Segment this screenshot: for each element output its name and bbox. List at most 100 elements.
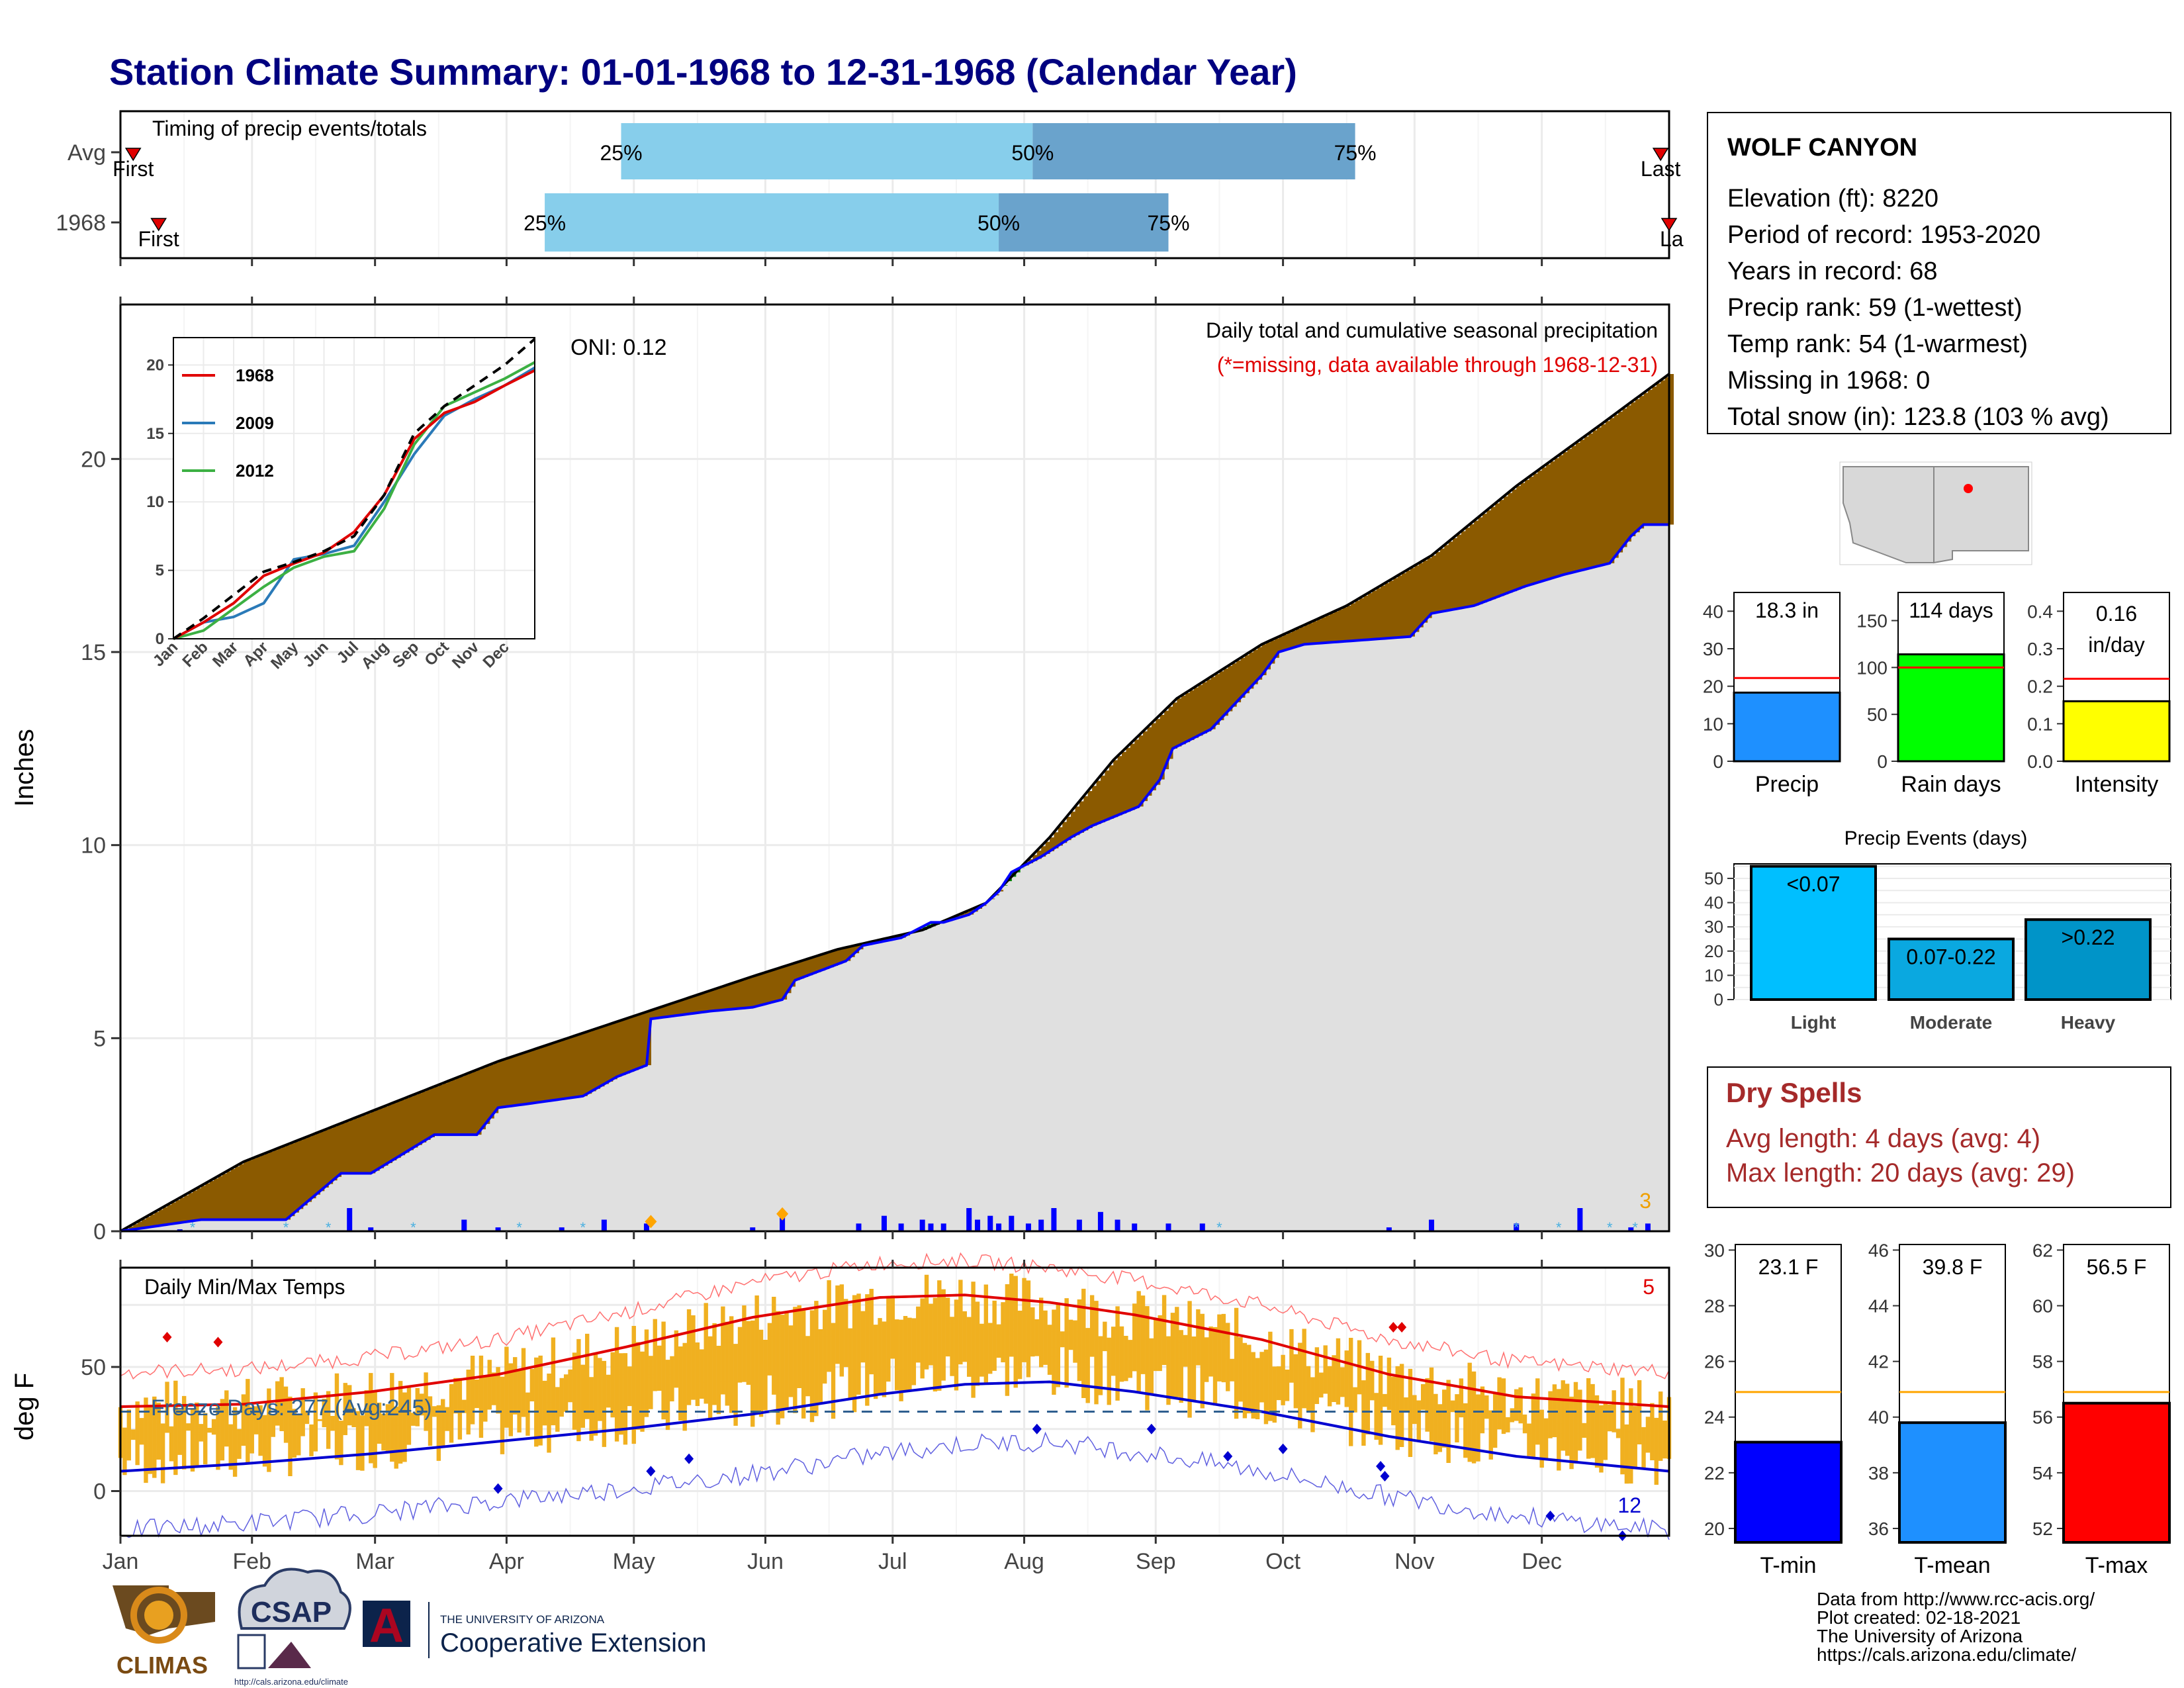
inset-legend-label: 2009: [236, 413, 274, 433]
daily-precip-bar: [1115, 1219, 1120, 1231]
station-box-border: [1707, 112, 2171, 434]
daily-precip-bar: [368, 1227, 374, 1231]
events-y-tick-label: 30: [1704, 917, 1723, 937]
month-label: Oct: [1265, 1549, 1300, 1574]
timing-bar-q50-q75: [999, 193, 1169, 252]
small-bar-y-tick-label: 0.1: [2027, 714, 2053, 734]
precip-y-label: Inches: [10, 729, 39, 807]
precip-y-tick-label: 15: [81, 640, 106, 665]
daily-precip-bar: [996, 1223, 1002, 1231]
events-bar: [2025, 918, 2152, 1001]
dry-spells-border: [1707, 1066, 2171, 1208]
snow-day-marker: *: [326, 1219, 332, 1236]
temp-bar-y-tick-label: 40: [1868, 1407, 1889, 1428]
timing-pct-label: 50%: [978, 211, 1020, 235]
inset-legend-label: 2012: [236, 461, 274, 481]
events-bar-label: >0.22: [2062, 925, 2115, 949]
snow-day-marker: *: [1216, 1219, 1222, 1236]
daily-precip-bar: [495, 1227, 501, 1231]
daily-precip-bar: [601, 1219, 607, 1231]
daily-precip-bar: [1132, 1223, 1138, 1231]
daily-precip-bar: [940, 1223, 946, 1231]
inset-line-2012: [173, 361, 535, 640]
temp-bar-y-tick-label: 60: [2032, 1296, 2053, 1317]
snow-day-marker: *: [190, 1219, 196, 1236]
timing-row-1968: 1968: [56, 211, 106, 236]
first-event-label: First: [138, 227, 179, 251]
timing-bar-q50-q75: [1032, 123, 1355, 179]
month-label: Dec: [1522, 1549, 1561, 1574]
daily-precip-bar: [1076, 1219, 1082, 1231]
events-bar-label: 0.07-0.22: [1906, 945, 1995, 968]
record-low-marker: [1146, 1423, 1156, 1434]
month-label: May: [613, 1549, 655, 1574]
csap-logo: CSAP http://cals.arizona.edu/climate: [234, 1568, 351, 1687]
daily-precip-bar: [643, 1223, 649, 1231]
month-label: Nov: [1394, 1549, 1434, 1574]
csap-text: CSAP: [251, 1596, 332, 1628]
daily-precip-bar: [1199, 1223, 1205, 1231]
first-event-label: First: [113, 157, 154, 181]
daily-precip-bar: [347, 1208, 353, 1231]
observed-cumulative-line: [120, 523, 1669, 1233]
daily-precip-bar: [1165, 1223, 1171, 1231]
missing-note: (*=missing, data available through 1968-…: [1217, 353, 1658, 377]
snow-day-marker: *: [1607, 1219, 1613, 1236]
snow-day-marker: *: [283, 1219, 289, 1236]
temp-bar-y-tick-label: 20: [1704, 1519, 1725, 1539]
small-bar-y-tick-label: 30: [1703, 639, 1723, 659]
small-bar-y-tick-label: 40: [1703, 601, 1723, 622]
small-bar-value: [1897, 653, 2005, 763]
station-name: WOLF CANYON: [1727, 134, 1917, 162]
daily-precip-bar: [975, 1219, 981, 1231]
events-category-label: Heavy: [2061, 1012, 2116, 1033]
snow-day-marker: *: [516, 1219, 522, 1236]
station-temp-rank: Temp rank: 54 (1-warmest): [1727, 330, 2028, 358]
temp-bar-x-label: T-max: [2085, 1553, 2148, 1578]
precip-count-label: 3: [1639, 1189, 1651, 1213]
footer-line-2: Plot created: 02-18-2021: [1817, 1607, 2021, 1628]
small-bar-unit-label: in/day: [2088, 633, 2144, 657]
temp-bar-y-tick-label: 46: [1868, 1240, 1889, 1260]
daily-precip-bar: [1097, 1211, 1103, 1231]
month-label: Jul: [878, 1549, 907, 1574]
record-high-marker: [213, 1336, 223, 1348]
daily-precip-bar: [898, 1223, 904, 1231]
climas-logo-ring: [130, 1587, 187, 1644]
temp-bar-value: [2062, 1401, 2171, 1544]
dry-spells-max: Max length: 20 days (avg: 29): [1726, 1158, 2075, 1188]
small-bar-value: [2062, 700, 2171, 763]
avg-min-temp-line: [120, 1380, 1670, 1473]
station-years: Years in record: 68: [1727, 258, 1938, 285]
precip-events-chart: Precip Events (days) 0 10 20 30 40 50 <0.07 Lig…: [1704, 827, 2171, 1033]
events-y-tick-label: 40: [1704, 893, 1723, 913]
inset-y-tick-label: 5: [156, 562, 164, 580]
ua-block-a-bg: [363, 1601, 410, 1647]
small-bar-value: [1733, 691, 1841, 763]
temp-bar-y-tick-label: 26: [1704, 1352, 1725, 1372]
record-low-marker: [684, 1453, 694, 1464]
station-period: Period of record: 1953-2020: [1727, 221, 2040, 249]
daily-precip-bar: [919, 1219, 925, 1231]
small-bar-value-label: 0.16: [2096, 602, 2137, 626]
precip-summary-bars: 0 10 20 30 40 18.3 in Precip 0 50 100 150 114 days R…: [1703, 592, 2171, 797]
avg-max-temp-line: [120, 1293, 1670, 1408]
temp-panel: 0 50 deg F Daily Min/Max Temps Freeze Day…: [10, 1252, 1672, 1541]
precip-y-tick-label: 5: [93, 1026, 106, 1051]
cumulative-base-area: [120, 524, 1669, 1231]
small-bar-value-label: 18.3 in: [1755, 598, 1819, 622]
temp-bar-y-tick-label: 52: [2032, 1519, 2053, 1539]
record-low-marker: [493, 1483, 503, 1494]
daily-precip-bar: [780, 1215, 786, 1231]
temp-y-tick-label: 50: [81, 1355, 106, 1380]
small-bar-y-tick-label: 0.2: [2027, 677, 2053, 697]
small-bar-x-label: Rain days: [1901, 772, 2001, 797]
daily-precip-bar: [1428, 1219, 1434, 1231]
temp-bar-x-label: T-mean: [1914, 1553, 1990, 1578]
timing-panel-border: [119, 110, 1670, 259]
events-y-tick-label: 50: [1704, 868, 1723, 888]
timing-bar-q25-q50: [621, 123, 1033, 179]
snow-day-marker: *: [1632, 1219, 1638, 1236]
precip-panel: * * * * * * * * * * * 0 5 10 15 20 Inches ONI: 0.12 Da…: [10, 303, 1674, 1244]
